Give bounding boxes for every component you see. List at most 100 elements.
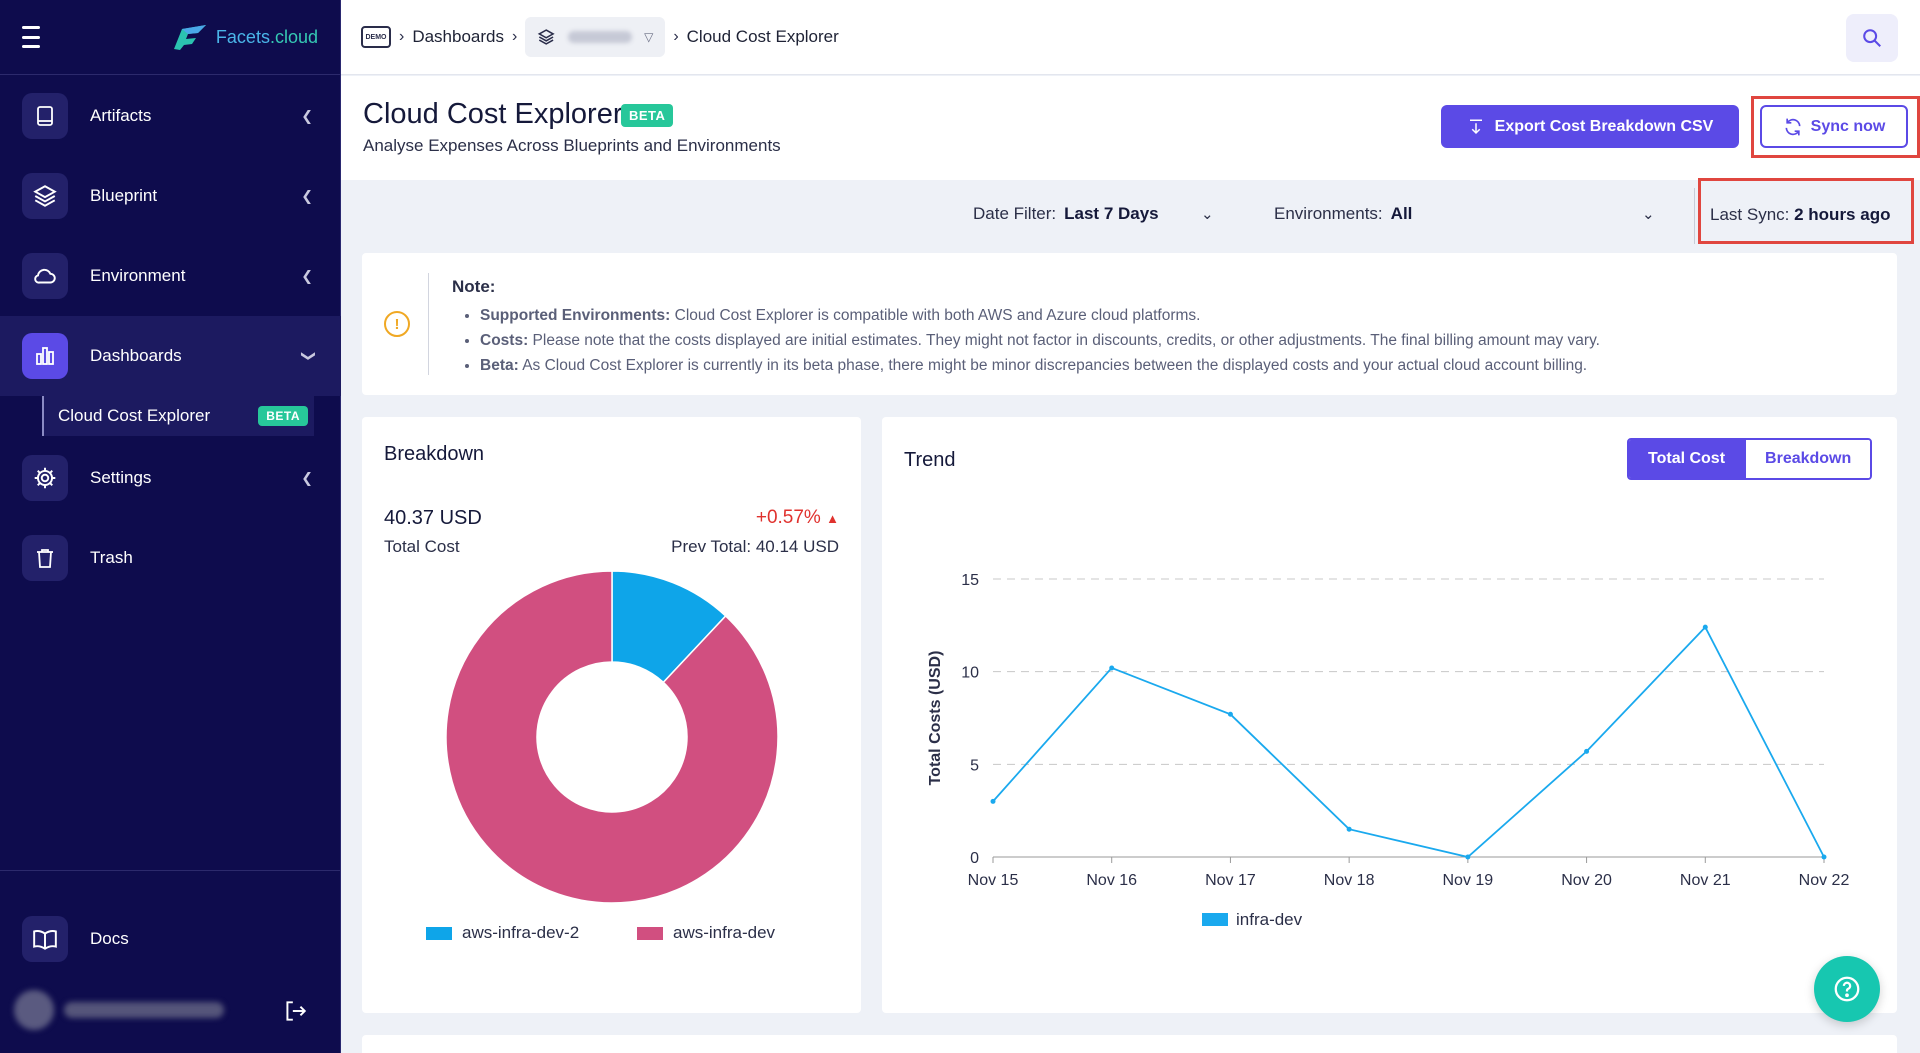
date-filter-label: Date Filter: (973, 204, 1057, 223)
data-point[interactable] (1346, 826, 1352, 832)
sidebar-item-settings[interactable]: Settings ❮ (0, 438, 341, 518)
list-item: Supported Environments: Cloud Cost Explo… (480, 303, 1600, 328)
cloud-icon (22, 253, 68, 299)
beta-badge: BETA (258, 406, 308, 426)
data-point[interactable] (1584, 748, 1590, 754)
avatar (14, 990, 54, 1030)
breakdown-title: Breakdown (384, 443, 485, 465)
total-cost-value: 40.37 USD (384, 507, 482, 529)
sidebar-subitem-label: Cloud Cost Explorer (58, 406, 211, 425)
page-title: Cloud Cost Explorer (363, 98, 623, 130)
sidebar-item-label: Blueprint (90, 186, 158, 205)
breakdown-donut-chart[interactable] (442, 567, 782, 907)
data-point[interactable] (990, 798, 996, 804)
breadcrumb-current: Cloud Cost Explorer (686, 27, 839, 46)
x-tick-label: Nov 19 (1443, 872, 1494, 889)
x-tick-label: Nov 17 (1205, 872, 1256, 889)
breadcrumb-separator-icon: › (673, 28, 679, 45)
help-button[interactable] (1814, 956, 1880, 1022)
note-divider (428, 273, 429, 375)
sidebar: Facets.cloud Artifacts ❮ Blueprint ❮ Env… (0, 0, 341, 1053)
sidebar-header: Facets.cloud (0, 0, 340, 75)
x-tick-label: Nov 22 (1799, 872, 1850, 889)
page-subtitle: Analyse Expenses Across Blueprints and E… (363, 136, 781, 155)
export-csv-button[interactable]: Export Cost Breakdown CSV (1441, 105, 1739, 148)
arrow-up-icon: ▲ (826, 511, 839, 526)
open-book-icon (22, 916, 68, 962)
date-filter-select[interactable]: Date Filter: Last 7 Days ⌄ (973, 204, 1214, 224)
sidebar-subitem-cloud-cost-explorer[interactable]: Cloud Cost Explorer BETA (42, 396, 314, 436)
legend-item[interactable]: aws-infra-dev (637, 923, 775, 943)
chevron-down-icon: ⌄ (1642, 206, 1655, 223)
legend-swatch (426, 926, 452, 940)
demo-icon[interactable]: DEMO (361, 26, 391, 48)
breadcrumb-separator-icon: › (399, 28, 405, 45)
chevron-left-icon: ❮ (301, 267, 313, 284)
data-point[interactable] (1821, 854, 1827, 860)
donut-slice-aws-infra-dev[interactable] (445, 570, 779, 904)
data-point[interactable] (1227, 711, 1233, 717)
environments-select[interactable]: Environments: All ⌄ (1274, 204, 1655, 224)
sync-now-button[interactable]: Sync now (1760, 105, 1908, 148)
x-tick-label: Nov 15 (968, 872, 1019, 889)
sidebar-item-artifacts[interactable]: Artifacts ❮ (0, 76, 341, 156)
x-tick-label: Nov 18 (1324, 872, 1375, 889)
search-button[interactable] (1846, 14, 1898, 62)
export-csv-label: Export Cost Breakdown CSV (1494, 117, 1714, 135)
blueprint-name-redacted (567, 31, 633, 43)
caret-down-icon: ▽ (644, 30, 654, 44)
trash-icon (22, 535, 68, 581)
toggle-breakdown[interactable]: Breakdown (1744, 440, 1871, 478)
user-profile[interactable] (14, 990, 224, 1030)
previous-total: Prev Total: 40.14 USD (671, 537, 839, 556)
x-tick-label: Nov 21 (1680, 872, 1731, 889)
trend-view-toggle: Total Cost Breakdown (1627, 438, 1873, 480)
sidebar-item-docs[interactable]: Docs (0, 899, 341, 979)
legend-label: infra-dev (1236, 910, 1303, 929)
top-bar: DEMO › Dashboards › ▽ › Cloud Cost Explo… (341, 0, 1920, 75)
chevron-left-icon: ❮ (301, 469, 313, 486)
beta-badge: BETA (621, 104, 674, 127)
menu-icon[interactable] (22, 26, 40, 48)
gear-icon (22, 455, 68, 501)
blueprint-selector[interactable]: ▽ (525, 17, 666, 57)
filter-divider (1694, 188, 1695, 244)
warning-icon: ! (384, 311, 410, 337)
sidebar-item-label: Settings (90, 468, 152, 487)
breadcrumb-dashboards[interactable]: Dashboards (412, 27, 504, 46)
chevron-left-icon: ❮ (301, 107, 313, 124)
sync-now-label: Sync now (1810, 117, 1886, 135)
facets-logo-icon (173, 25, 206, 50)
environments-label: Environments: (1274, 204, 1383, 223)
sidebar-item-environment[interactable]: Environment ❮ (0, 236, 341, 316)
sidebar-item-dashboards[interactable]: Dashboards ❮ (0, 316, 341, 396)
data-point[interactable] (1702, 624, 1708, 630)
sidebar-item-trash[interactable]: Trash (0, 518, 341, 598)
trend-line-chart[interactable]: 0 5 10 15 Nov 15 Nov 16 Nov 17 Nov 18 Nov 19 Nov … (882, 417, 1897, 1013)
brand-name: Facets.cloud (215, 26, 318, 47)
data-point[interactable] (1465, 854, 1471, 860)
y-axis-label: Total Costs (USD) (927, 651, 944, 786)
layers-icon (538, 29, 555, 45)
date-filter-value: Last 7 Days (1064, 204, 1159, 223)
note-title: Note: (452, 277, 496, 296)
cost-change-percent: +0.57% ▲ (755, 507, 839, 528)
series-line-infra-dev[interactable] (992, 625, 1825, 858)
sidebar-item-blueprint[interactable]: Blueprint ❮ (0, 156, 341, 236)
sidebar-divider (0, 870, 341, 871)
sidebar-item-label: Docs (90, 929, 129, 948)
brand-logo[interactable]: Facets.cloud (168, 23, 318, 51)
data-point[interactable] (1109, 665, 1115, 671)
list-item: Beta: As Cloud Cost Explorer is currentl… (480, 353, 1600, 378)
trend-title: Trend (904, 449, 956, 471)
trend-card: Trend 0 5 10 15 Nov 15 Nov 16 Nov 17 Nov 18 Nov … (882, 417, 1897, 1013)
layers-icon (22, 173, 68, 219)
filter-bar: Date Filter: Last 7 Days ⌄ Environments:… (341, 178, 1920, 252)
sync-highlight-box (1751, 96, 1920, 158)
legend-item[interactable]: aws-infra-dev-2 (426, 923, 579, 943)
breadcrumb-separator-icon: › (512, 28, 518, 45)
help-icon (1834, 976, 1860, 1002)
logout-icon[interactable] (282, 998, 308, 1024)
legend-swatch (1202, 913, 1228, 926)
toggle-total-cost[interactable]: Total Cost (1629, 440, 1745, 478)
